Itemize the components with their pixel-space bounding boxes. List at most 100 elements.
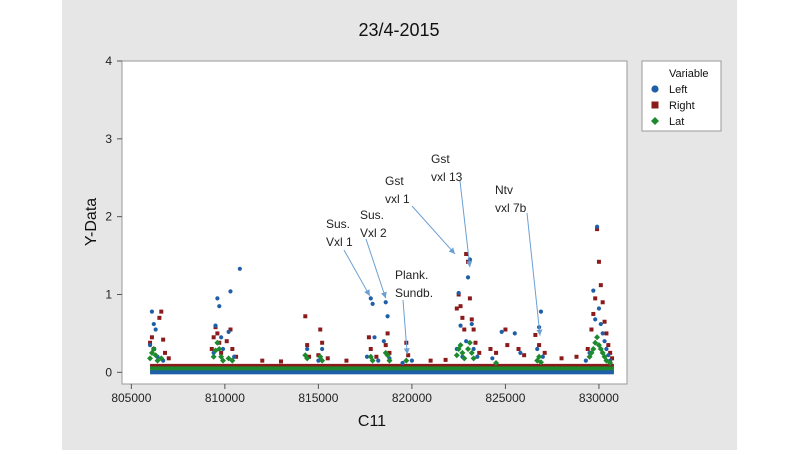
point-left <box>368 296 373 301</box>
chart-frame: 23/4-2015 C11 Y-Data 805000 810000 815000 8… <box>62 0 737 450</box>
annotation-arrow-head <box>364 289 370 296</box>
baseline-right <box>150 363 614 369</box>
point-lat <box>536 353 543 360</box>
point-left <box>383 300 388 305</box>
annotation-arrow-line <box>343 249 371 297</box>
point-lat <box>594 334 601 341</box>
point-left <box>147 342 153 348</box>
point-right <box>366 335 371 340</box>
point-left <box>364 354 370 359</box>
annotation: Gst vxl 1 <box>385 174 456 255</box>
point-lat <box>537 359 544 366</box>
point-lat <box>384 352 391 359</box>
point-right <box>593 296 598 301</box>
point-lat <box>319 357 326 364</box>
point-lat <box>369 357 376 364</box>
point-lat <box>493 359 500 366</box>
x-tick-label: 820000 <box>392 391 432 405</box>
point-right <box>385 331 390 336</box>
point-right <box>374 354 379 359</box>
point-right <box>602 319 607 324</box>
chart-title: 23/4-2015 <box>358 20 439 40</box>
point-left <box>600 331 605 336</box>
annotation-arrow-line <box>459 180 471 268</box>
point-lat <box>304 355 311 362</box>
point-right <box>224 339 229 344</box>
point-left <box>372 335 377 340</box>
legend-label-lat: Lat <box>669 116 684 128</box>
legend-marker-right <box>651 101 659 109</box>
point-right <box>320 340 325 345</box>
annotation-text: vxl 13 <box>431 170 463 184</box>
annotation-text: Gst <box>385 174 404 188</box>
point-left <box>535 346 540 352</box>
point-right <box>454 306 459 311</box>
point-right <box>522 353 527 358</box>
point-left <box>409 358 415 363</box>
point-right <box>219 350 224 355</box>
point-left <box>583 358 588 363</box>
baseline-lat <box>150 366 614 372</box>
point-lat <box>386 357 393 364</box>
point-lat <box>225 355 232 362</box>
point-left <box>217 304 222 309</box>
point-right <box>596 259 601 264</box>
point-right <box>604 331 609 336</box>
point-left <box>596 306 602 311</box>
x-tick-label: 805000 <box>111 391 151 405</box>
point-lat <box>590 345 597 352</box>
x-tick-label: 810000 <box>205 391 245 405</box>
point-right <box>610 356 615 361</box>
y-tick-label: 4 <box>105 54 112 68</box>
point-right <box>477 350 482 355</box>
y-tick-label: 0 <box>105 365 112 379</box>
point-left <box>465 275 471 280</box>
point-left <box>475 354 480 359</box>
annotation-text: Sus. <box>360 208 384 222</box>
point-right <box>464 252 469 257</box>
annotation-text: Vxl 2 <box>360 226 387 240</box>
annotation-arrow-line <box>402 299 408 355</box>
annotation-arrow-head <box>448 247 455 254</box>
point-right <box>157 315 162 320</box>
point-left <box>370 301 375 306</box>
point-right <box>505 343 510 348</box>
annotation-arrow-line <box>411 205 456 255</box>
point-right <box>305 343 310 348</box>
point-left <box>591 288 596 293</box>
point-lat <box>150 345 157 352</box>
point-lat <box>470 355 477 362</box>
point-lat <box>468 349 475 356</box>
point-left <box>232 354 237 359</box>
point-right <box>600 300 605 305</box>
point-left <box>153 327 158 332</box>
x-tick-label: 825000 <box>485 391 525 405</box>
point-left <box>499 329 504 334</box>
point-right <box>469 317 474 322</box>
point-left <box>538 309 544 314</box>
point-right <box>303 314 308 319</box>
y-tick-label: 3 <box>105 132 112 146</box>
annotation: Ntv vxl 7b <box>495 183 543 336</box>
annotation-arrow-head <box>403 348 410 355</box>
annotation-text: Plank. <box>395 268 428 282</box>
point-right <box>516 346 521 351</box>
annotation-text: Sus. <box>326 217 350 231</box>
legend: Variable Left Right Lat <box>641 60 722 132</box>
point-right <box>591 311 596 316</box>
point-lat <box>158 355 165 362</box>
point-left <box>316 358 321 363</box>
point-left <box>381 339 386 344</box>
point-left <box>219 335 224 340</box>
point-left <box>215 296 220 301</box>
annotation-text: vxl 7b <box>495 201 527 215</box>
x-tick-label: 830000 <box>579 391 619 405</box>
point-lat <box>461 355 468 362</box>
point-right <box>428 358 433 363</box>
y-axis: 0 1 2 3 4 <box>105 54 122 379</box>
point-right <box>460 315 465 320</box>
annotation: Gst vxl 13 <box>431 152 473 268</box>
point-right <box>387 350 392 355</box>
point-left <box>594 224 600 229</box>
